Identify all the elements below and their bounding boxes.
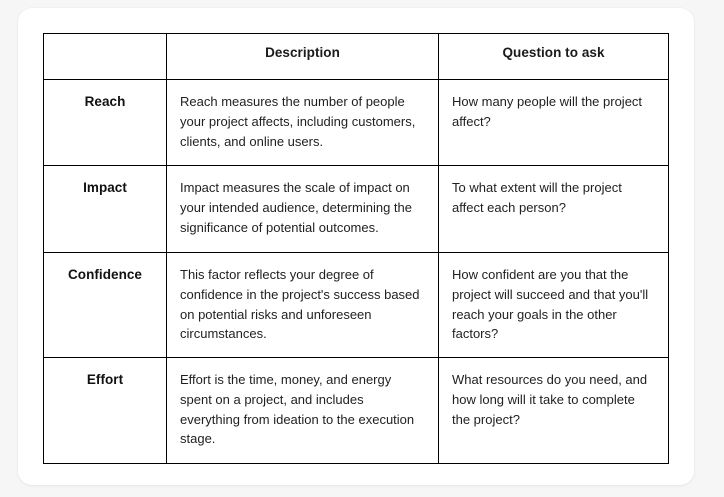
content-card: Description Question to ask Reach Reach … [18, 8, 694, 485]
rice-framework-table: Description Question to ask Reach Reach … [43, 33, 669, 464]
row-description-impact: Impact measures the scale of impact on y… [166, 165, 439, 253]
table-row: Reach Reach measures the number of peopl… [43, 79, 669, 166]
header-description: Description [166, 33, 439, 80]
header-row: Description Question to ask [43, 33, 669, 80]
row-label-effort: Effort [43, 357, 167, 464]
table-row: Effort Effort is the time, money, and en… [43, 357, 669, 464]
row-description-effort: Effort is the time, money, and energy sp… [166, 357, 439, 464]
row-question-effort: What resources do you need, and how long… [438, 357, 669, 464]
row-description-confidence: This factor reflects your degree of conf… [166, 252, 439, 358]
row-label-impact: Impact [43, 165, 167, 253]
header-corner-blank [43, 33, 167, 80]
table-body: Reach Reach measures the number of peopl… [43, 79, 669, 464]
row-label-confidence: Confidence [43, 252, 167, 358]
table-row: Impact Impact measures the scale of impa… [43, 165, 669, 253]
row-question-impact: To what extent will the project affect e… [438, 165, 669, 253]
table-header: Description Question to ask [43, 33, 669, 80]
row-question-confidence: How confident are you that the project w… [438, 252, 669, 358]
table-container: Description Question to ask Reach Reach … [43, 33, 669, 464]
header-question: Question to ask [438, 33, 669, 80]
row-label-reach: Reach [43, 79, 167, 166]
row-description-reach: Reach measures the number of people your… [166, 79, 439, 166]
table-row: Confidence This factor reflects your deg… [43, 252, 669, 358]
row-question-reach: How many people will the project affect? [438, 79, 669, 166]
